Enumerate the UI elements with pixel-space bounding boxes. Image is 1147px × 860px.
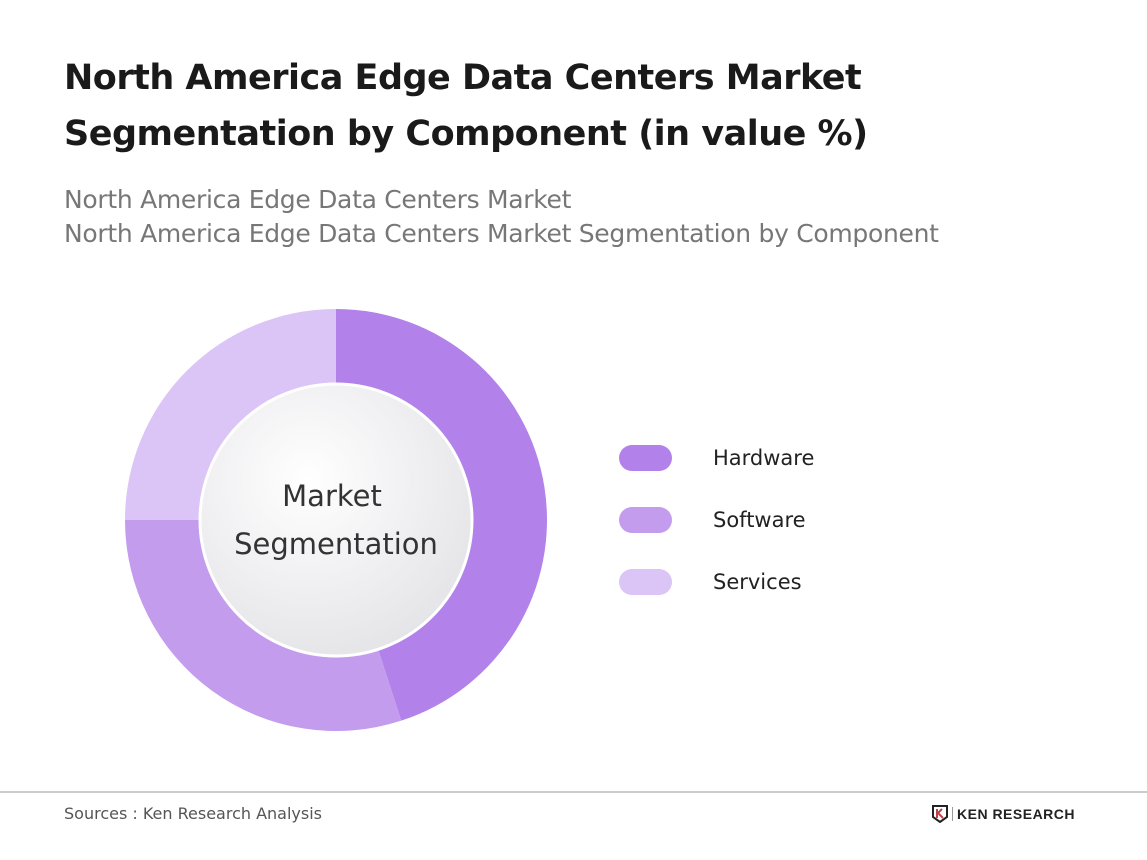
logo-text: KEN RESEARCH	[957, 806, 1076, 822]
footer-divider	[0, 791, 1147, 793]
ken-logo-icon	[932, 805, 948, 823]
chart-title: North America Edge Data Centers Market S…	[64, 58, 868, 154]
legend-item-software: Software	[619, 507, 806, 533]
legend-item-hardware: Hardware	[619, 445, 814, 471]
legend-swatch-software	[619, 507, 672, 533]
center-label-line-1: Market	[282, 479, 382, 513]
legend-swatch-services	[619, 569, 672, 595]
source-note: Sources : Ken Research Analysis	[64, 804, 323, 823]
chart-subtitle-1: North America Edge Data Centers Market	[64, 185, 572, 214]
center-label-line-2: Segmentation	[234, 527, 438, 561]
donut-center	[198, 382, 474, 658]
ken-research-logo: KEN RESEARCH	[932, 805, 1075, 823]
chart-subtitle-2: North America Edge Data Centers Market S…	[64, 219, 939, 248]
legend-label-software: Software	[713, 508, 806, 532]
legend-swatch-hardware	[619, 445, 672, 471]
legend-item-services: Services	[619, 569, 802, 595]
donut-chart: Market Segmentation	[125, 309, 548, 731]
legend-label-services: Services	[713, 570, 802, 594]
legend-label-hardware: Hardware	[713, 446, 815, 470]
